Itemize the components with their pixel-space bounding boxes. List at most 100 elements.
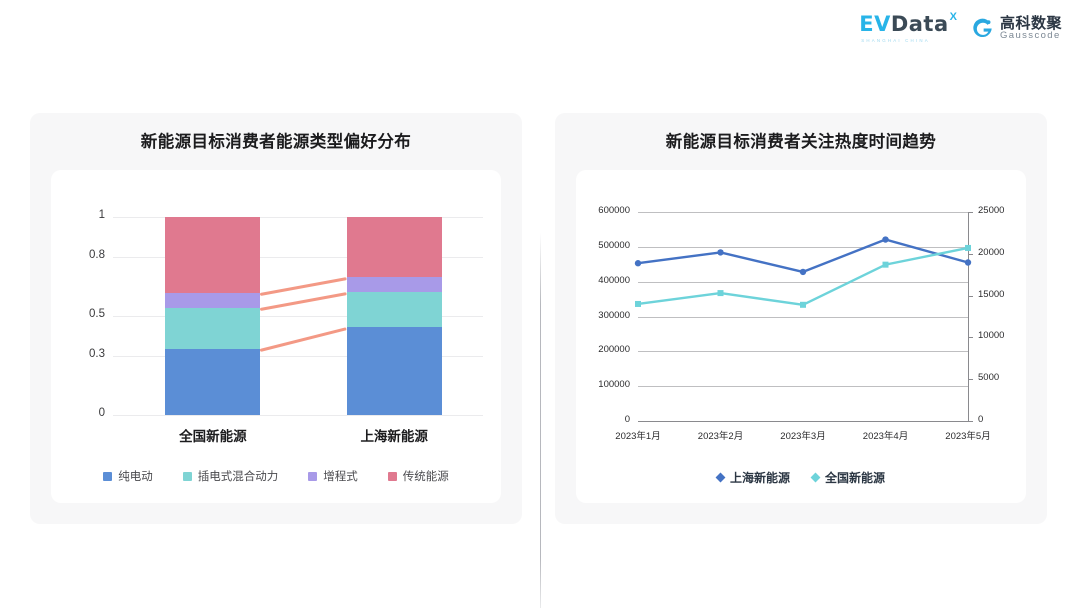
data-point-marker[interactable] bbox=[717, 249, 724, 256]
bar-segment[interactable] bbox=[165, 308, 261, 349]
evdata-logo: EVData X SHANGHAI CHINA bbox=[859, 11, 957, 43]
right-axis-tick bbox=[968, 295, 973, 297]
chart-panel-energy-preference: 1 0.8 0.5 0.3 0 全国新能源 上海新能源 纯电动 插电式混合动力 增程式 传统能源 bbox=[51, 170, 501, 503]
legend-swatch-icon bbox=[103, 471, 113, 481]
data-point-marker[interactable] bbox=[800, 301, 806, 308]
stacked-bar-chart: 1 0.8 0.5 0.3 0 全国新能源 上海新能源 纯电动 插电式混合动力 增程式 传统能源 bbox=[51, 170, 501, 503]
legend-item[interactable]: 增程式 bbox=[308, 468, 358, 484]
gridline bbox=[638, 246, 968, 248]
cards-container: 新能源目标消费者能源类型偏好分布 1 0.8 0.5 0.3 0 全国新能源 上海新能源 纯电… bbox=[0, 113, 1080, 608]
legend-item[interactable]: 纯电动 bbox=[103, 468, 153, 484]
bar-segment[interactable] bbox=[346, 217, 442, 278]
data-point-marker[interactable] bbox=[635, 300, 641, 307]
gridline bbox=[113, 415, 483, 416]
gridline bbox=[638, 316, 968, 318]
line-chart-legend: 上海新能源 全国新能源 bbox=[576, 469, 1026, 486]
legend-label: 纯电动 bbox=[118, 471, 153, 483]
series-connector-line bbox=[260, 326, 348, 352]
legend-label: 传统能源 bbox=[402, 471, 449, 483]
gausscode-g-mark-icon bbox=[973, 18, 992, 38]
card-divider bbox=[540, 233, 541, 608]
x-axis-tick-label: 2023年4月 bbox=[862, 431, 909, 442]
right-axis-tick bbox=[968, 379, 973, 381]
right-y-axis-tick-label: 0 bbox=[978, 414, 984, 425]
gridline bbox=[638, 351, 968, 353]
card-title-attention-trend: 新能源目标消费者关注热度时间趋势 bbox=[665, 133, 937, 151]
bar-column[interactable] bbox=[165, 217, 261, 415]
gridline bbox=[638, 212, 968, 213]
card-energy-preference: 新能源目标消费者能源类型偏好分布 1 0.8 0.5 0.3 0 全国新能源 上海新能源 纯电… bbox=[30, 113, 522, 524]
legend-swatch-icon bbox=[308, 471, 318, 481]
legend-item[interactable]: 上海新能源 bbox=[715, 469, 790, 486]
x-axis-tick-label: 2023年1月 bbox=[615, 431, 661, 442]
bar-column[interactable] bbox=[346, 217, 442, 415]
x-axis-category-label: 全国新能源 bbox=[179, 429, 247, 444]
right-y-axis-tick-label: 10000 bbox=[978, 330, 1005, 342]
right-axis-spine bbox=[968, 212, 969, 421]
right-y-axis-tick-label: 15000 bbox=[978, 288, 1005, 300]
right-axis-tick bbox=[968, 212, 973, 213]
x-axis-tick-label: 2023年5月 bbox=[945, 431, 991, 442]
evdata-subtitle: SHANGHAI CHINA bbox=[861, 38, 930, 43]
legend-label: 插电式混合动力 bbox=[197, 471, 279, 483]
right-y-axis-tick-label: 25000 bbox=[978, 205, 1005, 216]
series-connector-line bbox=[260, 292, 347, 311]
bar-segment[interactable] bbox=[346, 277, 442, 293]
x-axis-spine bbox=[638, 421, 968, 422]
data-point-marker[interactable] bbox=[964, 259, 972, 266]
data-point-marker[interactable] bbox=[882, 236, 889, 243]
data-point-marker[interactable] bbox=[965, 244, 971, 251]
left-y-axis-tick-label: 0 bbox=[624, 414, 630, 425]
legend-swatch-icon bbox=[387, 471, 397, 481]
bar-segment[interactable] bbox=[346, 292, 442, 327]
evdata-wordmark: EVData X bbox=[859, 11, 957, 35]
y-axis-tick-label: 0 bbox=[98, 407, 105, 419]
gridline bbox=[113, 256, 483, 258]
legend-item[interactable]: 传统能源 bbox=[387, 468, 449, 484]
y-axis-tick-label: 1 bbox=[98, 209, 105, 221]
left-y-axis-tick-label: 300000 bbox=[598, 309, 630, 321]
bar-segment[interactable] bbox=[165, 217, 261, 294]
y-axis-tick-label: 0.5 bbox=[89, 308, 105, 320]
data-point-marker[interactable] bbox=[882, 261, 889, 268]
right-y-axis-tick-label: 20000 bbox=[978, 246, 1005, 258]
left-y-axis-tick-label: 100000 bbox=[598, 379, 630, 391]
right-y-axis-tick-label: 5000 bbox=[978, 372, 1000, 384]
legend-swatch-icon bbox=[182, 471, 192, 481]
bar-chart-legend: 纯电动 插电式混合动力 增程式 传统能源 bbox=[51, 468, 501, 484]
series-connector-line bbox=[260, 277, 347, 296]
left-y-axis-tick-label: 200000 bbox=[598, 344, 630, 356]
evdata-logo-text: EVData bbox=[859, 14, 948, 35]
x-axis-category-label: 上海新能源 bbox=[360, 429, 428, 444]
y-axis-tick-label: 0.8 bbox=[89, 248, 105, 261]
evdata-ev-text: EV bbox=[859, 12, 891, 36]
card-attention-trend: 新能源目标消费者关注热度时间趋势 600000 500000 400000 30000… bbox=[555, 113, 1047, 524]
legend-label: 上海新能源 bbox=[729, 471, 790, 485]
bar-segment[interactable] bbox=[165, 293, 261, 309]
legend-item[interactable]: 全国新能源 bbox=[810, 469, 886, 486]
left-y-axis-tick-label: 600000 bbox=[598, 205, 630, 216]
gausscode-cn-name: 高科数聚 bbox=[999, 14, 1062, 32]
line-series-layer bbox=[634, 236, 972, 308]
gridline bbox=[638, 386, 968, 388]
gausscode-en-name: Gausscode bbox=[999, 30, 1061, 42]
gridline bbox=[113, 355, 483, 357]
bar-segment[interactable] bbox=[346, 326, 442, 415]
legend-label: 增程式 bbox=[323, 471, 358, 483]
legend-marker-icon bbox=[715, 472, 726, 483]
bar-segment[interactable] bbox=[165, 348, 261, 415]
legend-item[interactable]: 插电式混合动力 bbox=[182, 468, 279, 484]
data-point-marker[interactable] bbox=[634, 260, 642, 267]
line-chart: 600000 500000 400000 300000 200000 100000 0 250… bbox=[576, 170, 1026, 503]
legend-marker-icon bbox=[810, 472, 821, 483]
gridline bbox=[638, 281, 968, 283]
data-point-marker[interactable] bbox=[717, 290, 724, 297]
brand-header: EVData X SHANGHAI CHINA 高科数聚 Gausscode bbox=[859, 11, 1062, 43]
right-axis-tick bbox=[968, 253, 973, 255]
legend-label: 全国新能源 bbox=[825, 471, 886, 485]
evdata-data-text: Data bbox=[890, 12, 949, 36]
left-y-axis-tick-label: 500000 bbox=[598, 239, 630, 251]
gausscode-text-block: 高科数聚 Gausscode bbox=[999, 14, 1062, 42]
data-point-marker[interactable] bbox=[799, 268, 807, 276]
